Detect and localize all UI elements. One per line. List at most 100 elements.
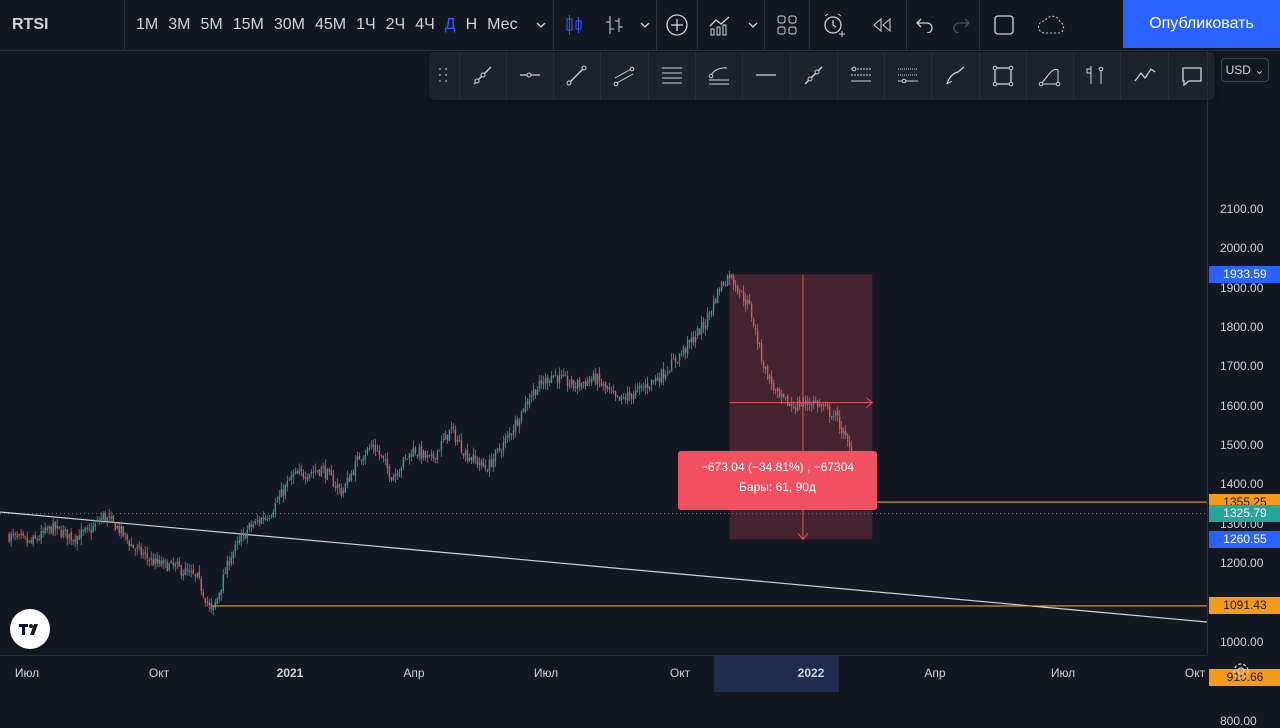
extended-line-icon[interactable] — [789, 52, 837, 100]
candle-body — [446, 434, 449, 440]
candle-body — [750, 304, 753, 319]
interval-3[interactable]: 15М — [232, 16, 264, 33]
candle-body — [484, 465, 487, 470]
trend-line-icon[interactable] — [553, 52, 600, 100]
interval-0[interactable]: 1М — [136, 16, 159, 33]
candle-body — [482, 461, 485, 466]
interval-8[interactable]: 4Ч — [415, 16, 435, 33]
parallel-channel-icon[interactable] — [600, 52, 647, 100]
top-toolbar: RTSI 1М 3М 5М 15М 30М 45М 1Ч 2Ч 4Ч Д Н Мес — [0, 0, 1280, 51]
time-axis[interactable]: Июл Окт 2021 Апр Июл Окт 2022 Апр Июл Окт — [0, 655, 1207, 692]
interval-11[interactable]: Мес — [487, 16, 518, 33]
price-range-icon[interactable] — [836, 52, 884, 100]
candles-icon[interactable] — [554, 0, 594, 50]
candle-body — [410, 454, 413, 457]
layout-icon[interactable] — [765, 0, 809, 50]
interval-9[interactable]: Д — [444, 16, 456, 33]
interval-7[interactable]: 2Ч — [385, 16, 406, 33]
candle-body — [178, 561, 180, 567]
price-scale[interactable]: 2100.00 2000.00 1900.00 1800.00 1700.00 1600.… — [1207, 51, 1280, 728]
candle-body — [820, 404, 823, 407]
candle-body — [264, 517, 267, 521]
horizontal-line-icon[interactable] — [742, 52, 789, 100]
symbol-search-button[interactable]: RTSI — [12, 16, 49, 33]
candle-body — [102, 513, 104, 520]
path-icon[interactable] — [1025, 52, 1073, 100]
candle-body — [782, 393, 785, 397]
fib-channel-icon[interactable] — [694, 52, 742, 100]
candle-body — [224, 572, 226, 574]
cloud-icon[interactable] — [1028, 0, 1076, 50]
candle-body — [634, 389, 637, 397]
candle-body — [122, 526, 124, 536]
chart-pane[interactable] — [0, 51, 1208, 678]
time-label: 2021 — [276, 666, 304, 680]
interval-6[interactable]: 1Ч — [356, 16, 376, 33]
replay-icon[interactable] — [858, 0, 906, 50]
interval-5[interactable]: 45М — [314, 16, 347, 33]
candle-body — [726, 275, 729, 286]
candle-body — [30, 540, 32, 543]
fullscreen-icon[interactable] — [980, 0, 1028, 50]
candle-body — [700, 322, 703, 334]
interval-dropdown-chevron-down-icon[interactable] — [529, 0, 553, 50]
currency-selector[interactable]: USD ⌄ — [1221, 58, 1269, 82]
elliott-wave-icon[interactable] — [1120, 52, 1167, 100]
fib-retracement-icon[interactable] — [647, 52, 695, 100]
candle-body — [678, 353, 681, 361]
candle-body — [412, 447, 415, 457]
candle-body — [430, 454, 433, 456]
horizontal-ray-icon[interactable] — [505, 52, 553, 100]
interval-2[interactable]: 5М — [200, 16, 223, 33]
candle-body — [438, 450, 441, 452]
candle-body — [66, 529, 68, 540]
candle-body — [234, 544, 236, 552]
candle-body — [500, 451, 503, 453]
candle-body — [466, 449, 469, 461]
candle-body — [728, 274, 731, 279]
candle-body — [768, 375, 771, 379]
tradingview-logo-icon[interactable] — [10, 609, 50, 649]
candle-body — [240, 535, 242, 542]
redo-icon[interactable] — [943, 0, 979, 50]
date-range-icon[interactable] — [884, 52, 931, 100]
add-compare-icon[interactable] — [657, 0, 697, 50]
rectangle-icon[interactable] — [978, 52, 1026, 100]
interval-1[interactable]: 3М — [168, 16, 191, 33]
candlestick-chart[interactable] — [0, 51, 1208, 678]
candle-body — [526, 401, 529, 404]
candle-body — [42, 530, 44, 533]
candle-body — [226, 560, 228, 575]
candle-body — [808, 404, 811, 406]
candle-body — [148, 559, 150, 561]
settings-gear-icon[interactable] — [1232, 662, 1250, 685]
candle-body — [448, 429, 451, 441]
candle-body — [502, 442, 505, 451]
comment-icon[interactable] — [1167, 52, 1215, 100]
drag-handle-icon[interactable] — [429, 52, 459, 100]
indicators-icon[interactable] — [698, 0, 742, 50]
interval-10[interactable]: Н — [465, 16, 478, 33]
bars-icon[interactable] — [594, 0, 634, 50]
candle-body — [512, 430, 515, 435]
candle-body — [492, 459, 495, 468]
undo-icon[interactable] — [907, 0, 943, 50]
interval-4[interactable]: 30М — [273, 16, 305, 33]
indicators-chevron-down-icon[interactable] — [742, 0, 764, 50]
toolbar-separator — [696, 0, 698, 50]
long-position-icon[interactable] — [1073, 52, 1120, 100]
candle-body — [578, 379, 581, 387]
publish-button[interactable]: Опубликовать — [1123, 0, 1280, 48]
ray-icon[interactable] — [458, 52, 506, 100]
candle-body — [428, 454, 431, 456]
toolbar-separator — [763, 0, 765, 50]
toolbar-separator — [905, 0, 907, 50]
chart-type-chevron-down-icon[interactable] — [634, 0, 656, 50]
candle-body — [802, 403, 805, 405]
candle-body — [434, 457, 437, 460]
candle-body — [278, 496, 281, 501]
candle-body — [732, 275, 735, 285]
candle-body — [742, 291, 745, 302]
brush-icon[interactable] — [931, 52, 978, 100]
alert-icon[interactable] — [810, 0, 858, 50]
